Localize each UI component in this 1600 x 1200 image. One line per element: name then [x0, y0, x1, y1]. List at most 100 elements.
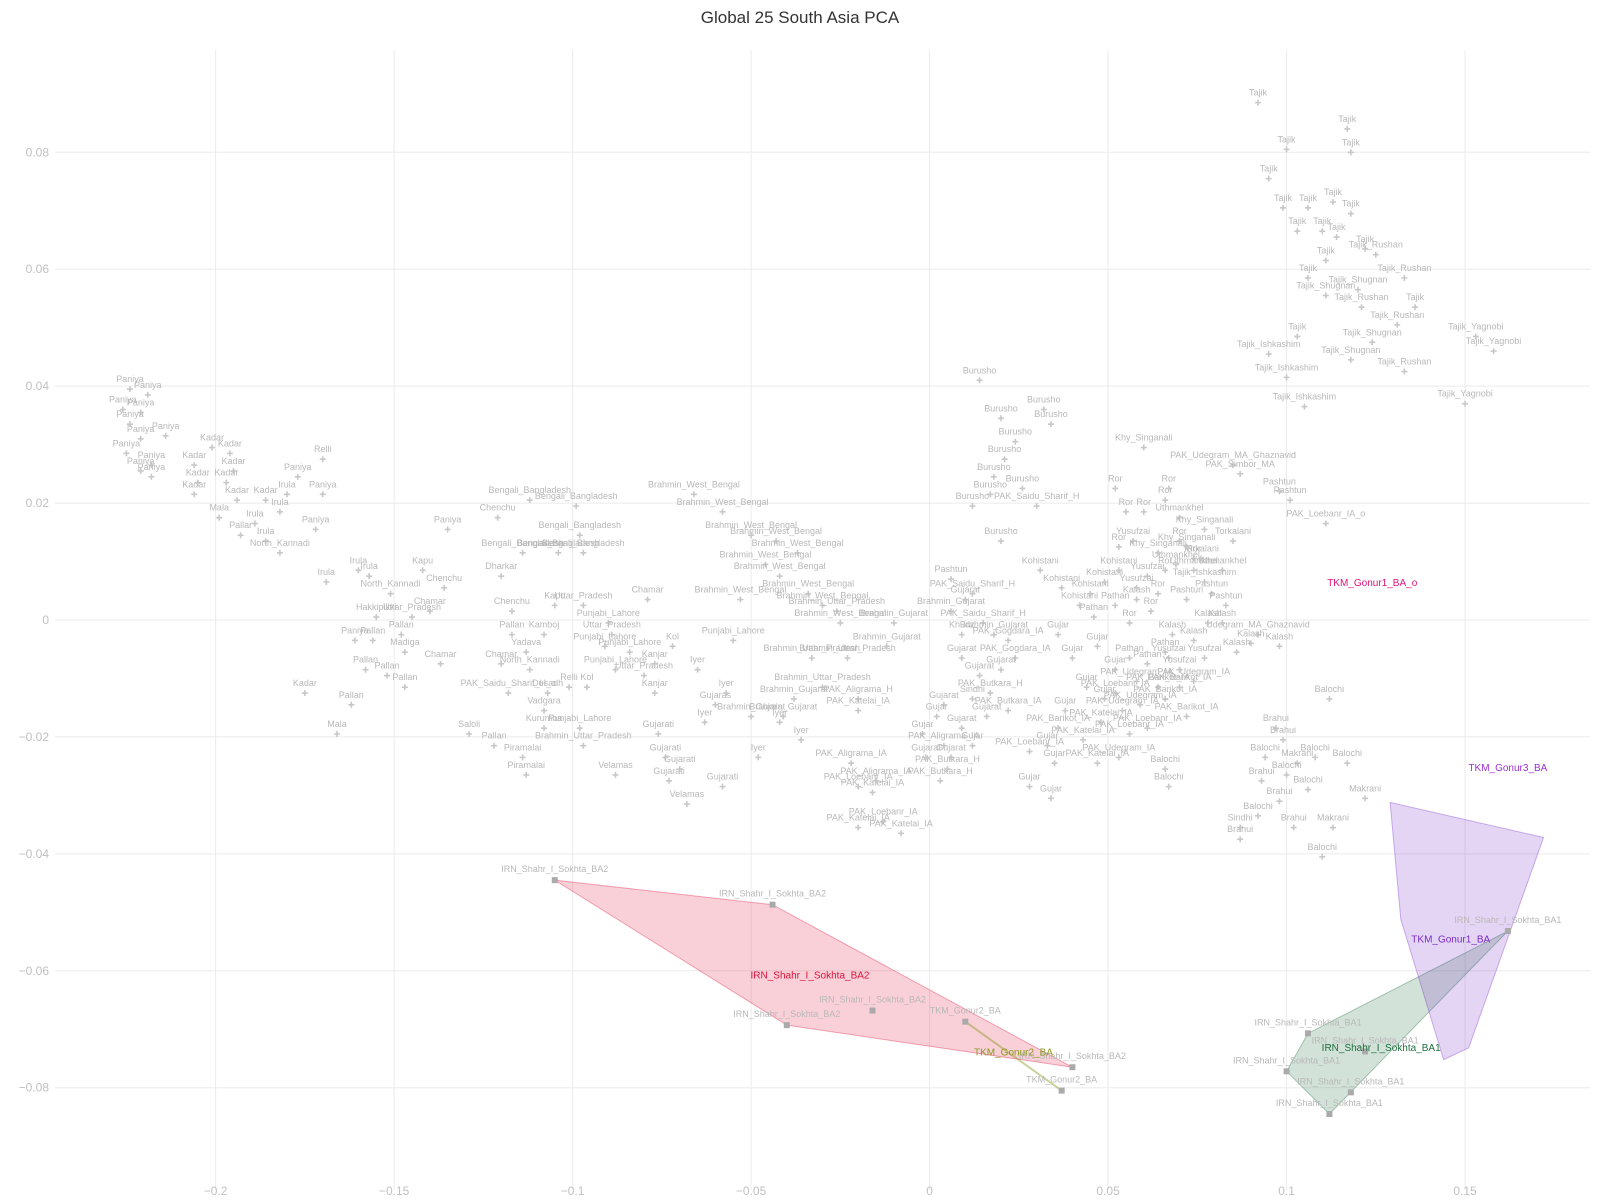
- x-tick-label: 0: [926, 1184, 933, 1198]
- data-point-label: Gujarati: [664, 754, 696, 764]
- data-point: [919, 731, 926, 737]
- data-point-label: Pallan: [353, 655, 378, 665]
- irn-shahr-i-sokhta-ba1-point-label: IRN_Shahr_I_Sokhta_BA1: [1233, 1055, 1340, 1065]
- data-point-label: Tajik: [1342, 199, 1361, 209]
- data-point-label: Velamas: [670, 789, 705, 799]
- tkm-gonur2-ba-point-label: TKM_Gonur2_BA: [930, 1006, 1001, 1016]
- data-point-label: Pallar: [229, 520, 252, 530]
- data-point-label: PAK_Barikot_IA: [1155, 701, 1219, 711]
- x-tick-label: 0.1: [1278, 1184, 1295, 1198]
- data-point: [1322, 292, 1329, 299]
- data-point-label: Gujarat: [929, 690, 959, 700]
- data-point-label: Pathan: [1080, 602, 1109, 612]
- data-point: [1237, 824, 1244, 831]
- data-point-label: Kadar: [225, 485, 249, 495]
- data-point-label: Ror: [1162, 473, 1177, 483]
- data-point: [987, 491, 994, 498]
- data-point-label: PAK_Katelai_IA: [841, 777, 904, 787]
- data-point: [1262, 754, 1269, 761]
- y-tick-label: −0.06: [19, 964, 50, 978]
- data-point: [551, 602, 558, 609]
- data-point: [573, 503, 580, 509]
- data-point: [223, 479, 230, 486]
- data-point: [737, 596, 744, 603]
- data-point: [1190, 555, 1197, 562]
- data-point-label: Gujarat: [986, 655, 1016, 665]
- data-point: [348, 701, 355, 708]
- data-point-label: Paniya: [302, 514, 330, 524]
- data-point: [1047, 421, 1054, 428]
- data-point-label: Piramalai: [504, 742, 542, 752]
- data-point-label: Brahui: [1263, 713, 1289, 723]
- data-point: [1147, 608, 1154, 615]
- data-point: [1112, 602, 1119, 609]
- data-point-label: Chamar: [414, 596, 446, 606]
- data-point: [1412, 304, 1419, 311]
- data-point-label: PAK_Barikot_IA: [1026, 713, 1090, 723]
- data-point: [844, 655, 851, 661]
- tkm-gonur1-ba-o-group-label: TKM_Gonur1_BA_o: [1327, 578, 1417, 589]
- data-point: [976, 672, 983, 679]
- y-tick-label: 0.06: [26, 262, 50, 276]
- data-point-label: Tajik: [1342, 137, 1361, 147]
- data-point: [1012, 438, 1019, 445]
- data-point-label: Makrani: [1281, 748, 1313, 758]
- data-point-label: Gujar: [1044, 748, 1066, 758]
- data-point-label: Gujar: [1054, 696, 1076, 706]
- data-point-label: Tajik_Rushan: [1349, 240, 1403, 250]
- data-point-label: Irula: [246, 509, 264, 519]
- data-point-label: North_Kannadi: [361, 579, 421, 589]
- data-point: [1026, 748, 1033, 755]
- data-point: [969, 742, 976, 749]
- data-point-label: Uthmankhel: [1152, 549, 1200, 559]
- data-point: [1201, 526, 1208, 533]
- data-point: [366, 573, 373, 580]
- data-point-label: Tajik: [1356, 234, 1375, 244]
- data-point: [1162, 766, 1169, 773]
- data-point: [1115, 754, 1122, 761]
- data-point: [1354, 286, 1361, 293]
- data-point: [805, 590, 812, 597]
- data-point: [1087, 590, 1094, 597]
- tkm-gonur2-ba-point: [962, 1018, 969, 1025]
- data-point-label: Gujar: [1086, 631, 1108, 641]
- data-point: [1462, 400, 1469, 407]
- data-point-label: Gujar: [1061, 643, 1083, 653]
- data-point-label: Iyer: [697, 707, 712, 717]
- data-point: [519, 754, 526, 761]
- data-point: [119, 406, 126, 413]
- data-point-label: PAK_Saidu_Sharif_H: [930, 579, 1015, 589]
- data-point-label: Yusufzai: [1187, 643, 1221, 653]
- data-point: [408, 614, 415, 621]
- data-point-label: Pathan: [1133, 649, 1162, 659]
- data-point-label: Iyer: [772, 707, 787, 717]
- data-point: [508, 631, 515, 638]
- data-point-label: Balochi: [1332, 748, 1362, 758]
- data-point-label: Brahmin_West_Bengal: [730, 526, 822, 536]
- data-point: [855, 695, 862, 702]
- data-point: [226, 450, 233, 457]
- data-point-label: Burusho: [1034, 409, 1068, 419]
- data-point: [441, 584, 448, 591]
- data-point-label: PAK_Barikot_IA: [1126, 672, 1190, 682]
- data-point-label: PAK_Aligrama_IA: [815, 748, 886, 758]
- data-point: [398, 631, 405, 638]
- data-point-label: Burusho: [977, 462, 1011, 472]
- hull-layer: [554, 801, 1545, 1115]
- data-point-label: Iyer: [751, 742, 766, 752]
- data-point-label: Paniya: [309, 479, 337, 489]
- data-point-label: Kalash: [1237, 628, 1265, 638]
- data-point-label: Balochi: [1272, 760, 1302, 770]
- data-point-label: Kalash: [1194, 608, 1222, 618]
- data-point: [948, 754, 955, 761]
- data-point: [148, 473, 155, 480]
- data-point-label: Gujarat: [947, 643, 977, 653]
- data-point: [1347, 356, 1354, 363]
- data-point: [1319, 853, 1326, 860]
- data-point: [334, 731, 341, 737]
- tkm-gonur2-ba-hull: [964, 1020, 1063, 1092]
- data-point: [148, 462, 155, 469]
- data-point: [1472, 333, 1479, 340]
- data-point-label: Gujarati: [643, 719, 675, 729]
- data-point-label: Gujarat: [972, 701, 1002, 711]
